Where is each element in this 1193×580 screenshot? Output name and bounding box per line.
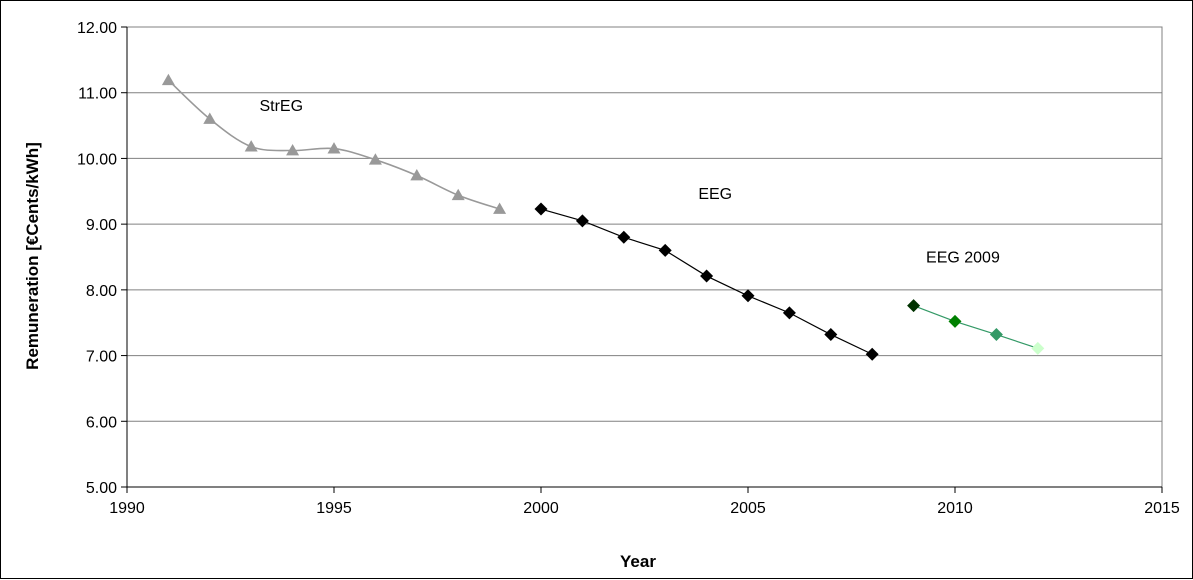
axes: 5.00 6.00 7.00 8.00 9.00 10.00 11.00 12.00 1990 1… [77, 20, 1180, 517]
data-point [907, 299, 921, 313]
series-annotation: StrEG [259, 98, 303, 115]
x-axis-title: Year [620, 552, 656, 571]
data-point [782, 306, 796, 320]
x-tick-label: 2000 [523, 500, 559, 517]
x-tick-label: 2015 [1144, 500, 1180, 517]
x-tick-label: 1990 [109, 500, 145, 517]
series-line [913, 305, 1038, 349]
data-series [161, 73, 1045, 361]
data-point [658, 243, 672, 257]
y-tick-label: 10.00 [77, 151, 117, 168]
annotations: StrEG EEG EEG 2009 [259, 98, 999, 266]
data-point [493, 202, 507, 214]
data-point [700, 269, 714, 283]
y-tick-label: 9.00 [86, 217, 117, 234]
data-point [451, 188, 465, 201]
data-point [286, 144, 300, 156]
y-tick-label: 12.00 [77, 20, 117, 37]
y-tick-label: 5.00 [86, 480, 117, 497]
data-point [575, 214, 589, 228]
series-annotation: EEG [698, 186, 732, 203]
x-tick-label: 2010 [937, 500, 973, 517]
y-axis-title: Remuneration [€Cents/kWh] [23, 142, 42, 370]
grid-lines [127, 92, 1162, 422]
data-point [244, 140, 258, 152]
data-point [410, 169, 424, 181]
x-tick-label: 2005 [730, 500, 766, 517]
data-point [368, 153, 382, 165]
y-tick-label: 8.00 [86, 283, 117, 300]
x-tick-label: 1995 [316, 500, 352, 517]
series-2 [534, 202, 879, 361]
data-point [617, 230, 631, 244]
data-point [741, 289, 755, 303]
data-point [865, 347, 879, 361]
data-point [203, 112, 217, 124]
series-annotation: EEG 2009 [926, 249, 1000, 266]
y-tick-label: 6.00 [86, 414, 117, 431]
series-1 [161, 73, 507, 214]
data-point [824, 328, 838, 342]
y-tick-label: 7.00 [86, 349, 117, 366]
y-tick-label: 11.00 [78, 86, 117, 103]
data-point [534, 202, 548, 216]
data-point [989, 328, 1003, 342]
data-point [1031, 341, 1045, 355]
data-point [948, 314, 962, 328]
data-point [161, 73, 175, 86]
data-point [327, 142, 341, 154]
plot-area [126, 26, 1163, 488]
series-3 [907, 299, 1045, 355]
